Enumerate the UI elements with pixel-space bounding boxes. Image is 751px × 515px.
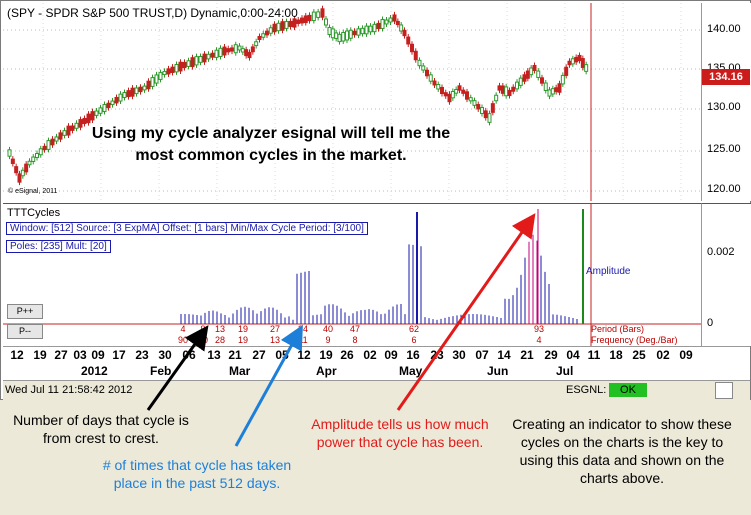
price-chart-pane[interactable]: (SPY - SPDR S&P 500 TRUST,D) Dynamic,0:0… <box>3 3 701 201</box>
cycle-times: 4 <box>536 335 542 345</box>
date-tick: 23 <box>135 348 149 362</box>
date-tick: 30 <box>158 348 172 362</box>
cycle-times: 40 <box>197 335 208 345</box>
amplitude-caption: Amplitude tells us how much power that c… <box>311 416 489 450</box>
date-tick: 03 <box>73 348 87 362</box>
month-label: Jul <box>556 364 574 378</box>
feed-status-ok[interactable]: OK <box>609 383 647 397</box>
month-label: Mar <box>229 364 251 378</box>
indicator-axis: 0.002 0 <box>701 203 751 346</box>
date-tick: 11 <box>587 348 601 362</box>
month-label: 2012 <box>81 364 108 378</box>
price-tick: 130.00 <box>707 101 741 113</box>
copyright-text: © eSignal, 2011 <box>8 188 58 195</box>
scroll-control[interactable] <box>715 382 733 399</box>
indicator-zero-tick: 0 <box>707 317 714 329</box>
month-label: Apr <box>316 364 337 378</box>
cycle-times: 8 <box>352 335 358 345</box>
date-tick: 07 <box>475 348 489 362</box>
chart-title: (SPY - SPDR S&P 500 TRUST,D) Dynamic,0:0… <box>7 6 298 20</box>
cycle-period: 47 <box>349 324 360 334</box>
cycle-times: 9 <box>325 335 331 345</box>
date-tick: 13 <box>207 348 221 362</box>
cycle-period: 34 <box>297 324 308 334</box>
current-price-badge: 134.16 <box>702 69 750 85</box>
date-axis: 12 19 27 03 09 17 23 30 06 13 21 27 05 12 19 26 02 09 16 23… <box>3 346 750 380</box>
feed-label: ESGNL: <box>566 384 607 396</box>
price-tick: 125.00 <box>707 143 741 155</box>
date-tick: 14 <box>497 348 511 362</box>
cycle-times: 6 <box>411 335 417 345</box>
date-tick: 27 <box>54 348 68 362</box>
price-candles <box>3 3 701 201</box>
cycle-period: 27 <box>269 324 280 334</box>
indicator-title: TTTCycles <box>7 207 61 219</box>
crest-caption: Number of days that cycle is from crest … <box>13 412 189 446</box>
status-bar: Wed Jul 11 21:58:42 2012 ESGNL: OK <box>3 380 750 400</box>
cycle-period: 93 <box>533 324 544 334</box>
month-label: May <box>399 364 423 378</box>
cycle-period: 13 <box>214 324 225 334</box>
price-tick: 140.00 <box>707 23 741 35</box>
date-tick: 09 <box>91 348 105 362</box>
indicator-tick: 0.002 <box>707 246 735 258</box>
date-tick: 21 <box>520 348 534 362</box>
cycle-times: 28 <box>214 335 225 345</box>
month-label: Jun <box>487 364 509 378</box>
date-tick: 27 <box>252 348 266 362</box>
period-increase-button[interactable]: P++ <box>7 304 43 319</box>
date-tick: 19 <box>33 348 47 362</box>
date-tick: 16 <box>406 348 420 362</box>
date-tick: 05 <box>275 348 289 362</box>
cycle-times: 19 <box>237 335 248 345</box>
date-tick: 06 <box>182 348 196 362</box>
price-tick: 120.00 <box>707 183 741 195</box>
cycle-times: 90 <box>177 335 188 345</box>
date-tick: 09 <box>384 348 398 362</box>
date-tick: 04 <box>566 348 580 362</box>
date-tick: 02 <box>656 348 670 362</box>
date-tick: 29 <box>544 348 558 362</box>
date-tick: 19 <box>319 348 333 362</box>
indicator-caption: Creating an indicator to show these cycl… <box>512 416 732 486</box>
amplitude-label: Amplitude <box>586 266 631 277</box>
date-tick: 30 <box>452 348 466 362</box>
cycle-period: 4 <box>180 324 186 334</box>
overlay-annotation: Using my cycle analyzer esignal will tel… <box>91 125 451 164</box>
period-decrease-button[interactable]: P-- <box>7 324 43 339</box>
indicator-pane[interactable]: TTTCycles Window: [512] Source: [3 ExpMA… <box>3 203 701 346</box>
cycle-times: 13 <box>269 335 280 345</box>
status-datetime: Wed Jul 11 21:58:42 2012 <box>5 384 133 396</box>
date-tick: 12 <box>297 348 311 362</box>
cycle-period: 40 <box>322 324 333 334</box>
window-params[interactable]: Window: [512] Source: [3 ExpMA] Offset: … <box>6 222 368 235</box>
frequency-label: Frequency (Deg./Bar) <box>591 335 678 345</box>
cycle-period: 9 <box>200 324 206 334</box>
date-tick: 18 <box>609 348 623 362</box>
month-label: Feb <box>150 364 172 378</box>
poles-params[interactable]: Poles: [235] Mult: [20] <box>6 240 111 253</box>
date-tick: 21 <box>228 348 242 362</box>
cycle-period: 19 <box>237 324 248 334</box>
period-label: Period (Bars) <box>591 324 645 334</box>
date-tick: 12 <box>10 348 24 362</box>
price-axis[interactable]: 140.00 135.00 134.16 130.00 125.00 120.0… <box>701 3 751 201</box>
cycle-times: 11 <box>298 335 308 345</box>
date-tick: 26 <box>340 348 354 362</box>
cycle-period: 62 <box>408 324 419 334</box>
chart-window: (SPY - SPDR S&P 500 TRUST,D) Dynamic,0:0… <box>0 0 751 400</box>
date-tick: 02 <box>363 348 377 362</box>
times-caption: # of times that cycle has taken place in… <box>102 457 292 491</box>
date-tick: 23 <box>430 348 444 362</box>
date-tick: 17 <box>112 348 126 362</box>
date-tick: 25 <box>632 348 646 362</box>
date-tick: 09 <box>679 348 693 362</box>
